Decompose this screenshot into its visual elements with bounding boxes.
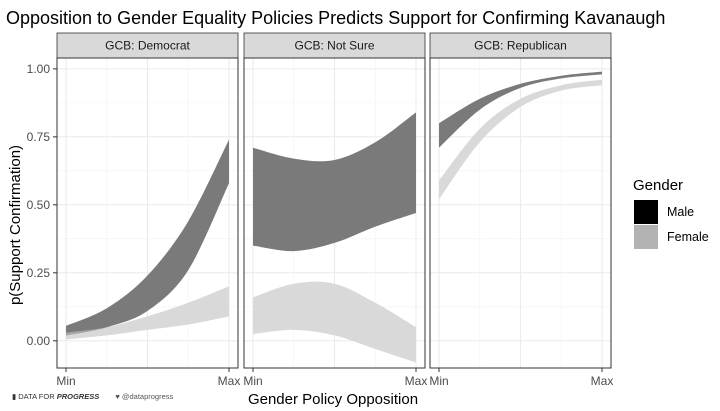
branding-org-emphasis: PROGRESS xyxy=(56,392,100,401)
chart-panels: GCB: Democrat GCB: Not Sure GCB: Republica… xyxy=(56,32,612,369)
panel: GCB: Not Sure xyxy=(243,32,426,369)
panel: GCB: Republican xyxy=(429,32,612,369)
y-axis-title: p(Support Confirmation) xyxy=(7,145,24,305)
legend-key-male xyxy=(634,200,658,224)
y-axis: 0.00 0.25 0.50 0.75 1.00 xyxy=(27,62,57,348)
panel-border xyxy=(243,57,426,369)
branding-logo-icon: ▮ xyxy=(12,392,17,401)
x-tick-label: Min xyxy=(429,374,448,388)
legend-key-female xyxy=(634,225,658,249)
x-axis: Min Max Min Max Min Max xyxy=(56,368,613,388)
ribbon-male xyxy=(439,71,602,148)
panel-strip-label: GCB: Republican xyxy=(474,39,567,53)
ribbon-female xyxy=(66,286,229,340)
legend: Gender Male Female xyxy=(633,177,709,249)
x-tick-label: Max xyxy=(405,374,428,388)
panel: GCB: Democrat xyxy=(56,32,239,369)
panel-strip-label: GCB: Not Sure xyxy=(294,39,374,53)
ribbon-male xyxy=(66,139,229,336)
y-tick-label: 0.25 xyxy=(27,266,51,280)
y-tick-label: 0.00 xyxy=(27,334,51,348)
x-tick-label: Max xyxy=(591,374,614,388)
chart-title: Opposition to Gender Equality Policies P… xyxy=(6,8,665,28)
branding-handle: ♥ @dataprogress xyxy=(115,392,174,401)
x-axis-title: Gender Policy Opposition xyxy=(248,391,418,408)
panel-strip xyxy=(429,32,612,59)
ribbon-female xyxy=(439,79,602,200)
panel-border xyxy=(56,57,239,369)
legend-title: Gender xyxy=(633,177,683,194)
x-tick-label: Min xyxy=(243,374,262,388)
panel-strip xyxy=(56,32,239,59)
y-tick-label: 0.75 xyxy=(27,130,51,144)
legend-label-male: Male xyxy=(667,205,694,219)
branding-org: DATA FOR xyxy=(18,392,55,401)
panel-border xyxy=(429,57,612,369)
ribbon-female xyxy=(253,281,416,363)
x-tick-label: Min xyxy=(56,374,75,388)
y-tick-label: 0.50 xyxy=(27,198,51,212)
legend-label-female: Female xyxy=(667,230,709,244)
x-tick-label: Max xyxy=(218,374,241,388)
y-tick-label: 1.00 xyxy=(27,62,51,76)
branding: ▮ DATA FOR PROGRESS ♥ @dataprogress xyxy=(12,392,173,401)
panel-strip-label: GCB: Democrat xyxy=(105,39,190,53)
ribbon-male xyxy=(253,112,416,252)
